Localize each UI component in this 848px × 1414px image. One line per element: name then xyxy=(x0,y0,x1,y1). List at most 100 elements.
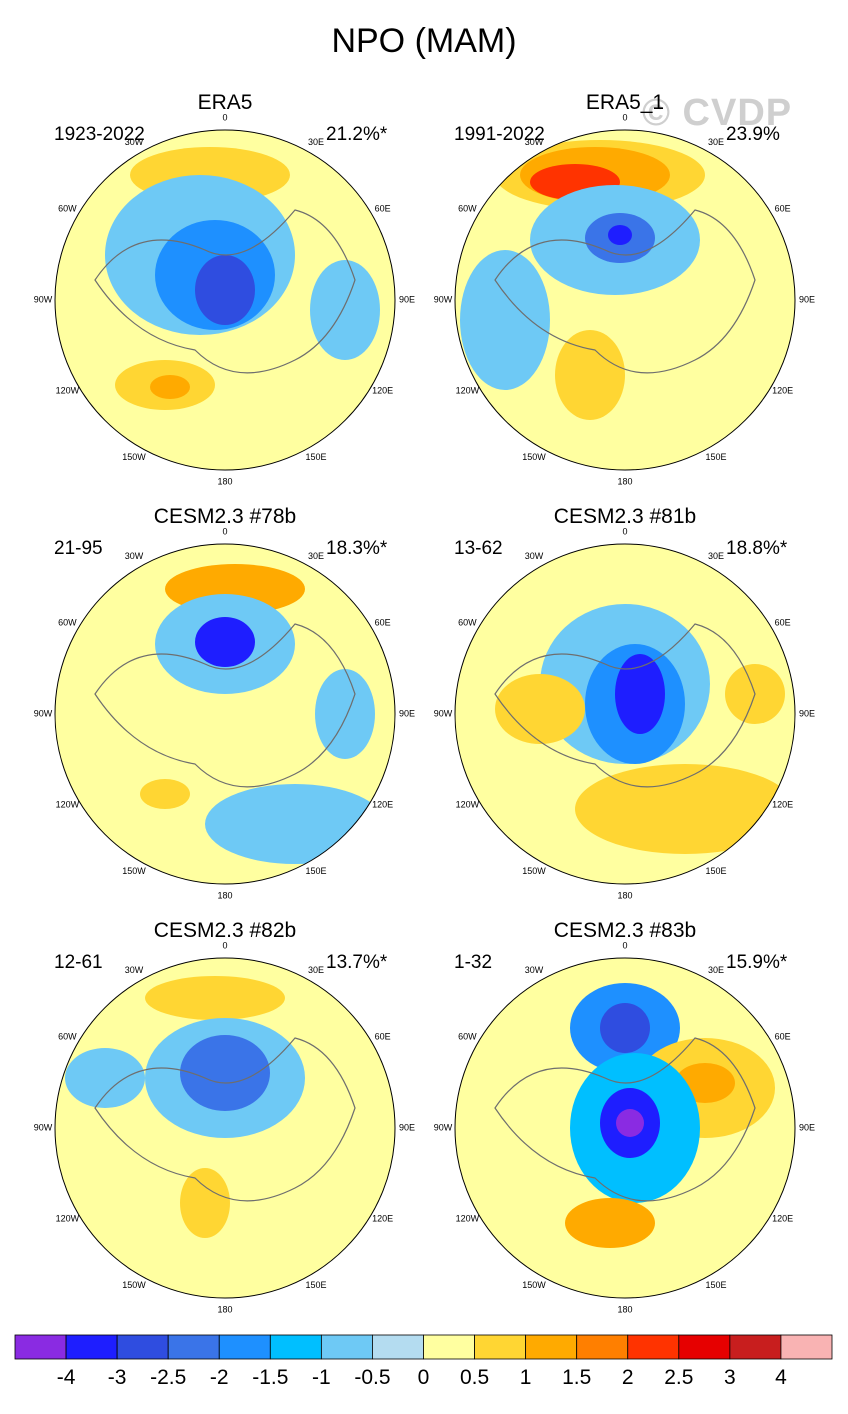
map-panel: ERA5_1 1991-2022 23.9% 180 150E 120E 90E 60E 30E… xyxy=(400,91,824,510)
anomaly-contour xyxy=(600,1003,650,1053)
panel-period: 21-95 xyxy=(54,538,103,559)
map-border xyxy=(454,543,796,885)
lon-label: 180 xyxy=(617,1304,632,1314)
colorbar: -4 -3 -2.5 -2 -1.5 -1 -0.5 0 0.5 1 1.5 2 2.5 3 4 xyxy=(14,1334,833,1389)
lon-label: 120W xyxy=(56,1213,80,1223)
map-border xyxy=(54,129,396,471)
colorbar-box xyxy=(65,1334,118,1360)
colorbar-label: -1.5 xyxy=(252,1366,288,1389)
panel-title: CESM2.3 #83b xyxy=(553,919,697,942)
lon-label: 150E xyxy=(305,866,326,876)
lon-label: 30E xyxy=(708,965,724,975)
lon-label: 30E xyxy=(708,137,724,147)
lon-label: 120E xyxy=(372,385,393,395)
lon-label: 30E xyxy=(308,137,324,147)
lon-label: 90E xyxy=(399,294,415,304)
anomaly-contour xyxy=(195,255,255,325)
lon-label: 90W xyxy=(434,1122,453,1132)
lon-label: 30E xyxy=(708,551,724,561)
lon-label: 90W xyxy=(34,708,53,718)
lon-label: 180 xyxy=(217,890,232,900)
lon-label: 90W xyxy=(34,294,53,304)
colorbar-box xyxy=(14,1334,67,1360)
lon-label: 120E xyxy=(772,1213,793,1223)
lon-label: 0 xyxy=(622,940,627,950)
panel-period: 13-62 xyxy=(454,538,503,559)
lon-label: 30W xyxy=(125,551,144,561)
anomaly-contour xyxy=(575,764,795,854)
coastline xyxy=(94,1037,356,1202)
anomaly-contour xyxy=(150,375,190,399)
colorbar-label: 2 xyxy=(622,1366,634,1389)
colorbar-label: 0.5 xyxy=(460,1366,489,1389)
colorbar-label: 2.5 xyxy=(664,1366,693,1389)
coastline xyxy=(94,209,356,374)
colorbar-box xyxy=(474,1334,527,1360)
colorbar-label: 4 xyxy=(775,1366,787,1389)
colorbar-box xyxy=(423,1334,475,1360)
anomaly-contour xyxy=(615,654,665,734)
panel-variance: 21.2%* xyxy=(326,124,388,145)
colorbar-label: -4 xyxy=(57,1366,76,1389)
lon-label: 180 xyxy=(217,476,232,486)
colorbar-box xyxy=(167,1334,220,1360)
map-panel: CESM2.3 #83b 1-32 15.9%* 180 150E 120E 90E 60E 3… xyxy=(400,919,824,1338)
coastline xyxy=(494,1037,756,1202)
panel-variance: 23.9% xyxy=(726,124,780,145)
colorbar-label: -2.5 xyxy=(150,1366,186,1389)
lon-label: 0 xyxy=(622,112,627,122)
panel-period: 1-32 xyxy=(454,952,493,973)
map-border xyxy=(54,957,396,1299)
lon-label: 30W xyxy=(525,137,544,147)
lon-label: 180 xyxy=(217,1304,232,1314)
lon-label: 60W xyxy=(458,617,477,627)
colorbar-box xyxy=(218,1334,271,1360)
anomaly-contour xyxy=(180,1168,230,1238)
colorbar-label: 3 xyxy=(724,1366,736,1389)
lon-label: 60W xyxy=(458,203,477,213)
map-panel: CESM2.3 #81b 13-62 18.8%* 180 150E 120E 90E 60E… xyxy=(400,505,824,924)
anomaly-contour xyxy=(616,1109,644,1137)
panel-title: CESM2.3 #82b xyxy=(153,919,297,942)
colorbar-box xyxy=(576,1334,629,1360)
panel-variance: 18.8%* xyxy=(726,538,788,559)
panel-variance: 13.7%* xyxy=(326,952,388,973)
lon-label: 60E xyxy=(775,203,791,213)
lon-label: 120E xyxy=(372,799,393,809)
panel-period: 12-61 xyxy=(54,952,103,973)
lon-label: 60E xyxy=(775,617,791,627)
anomaly-contour xyxy=(555,330,625,420)
lon-label: 90E xyxy=(799,294,815,304)
lon-label: 30E xyxy=(308,551,324,561)
anomaly-contour xyxy=(180,1035,270,1111)
map-border xyxy=(454,129,796,471)
colorbar-label: -3 xyxy=(108,1366,127,1389)
polar-map: 180 150E 120E 90E 60E 30E 0 30W 60W 90W 120W 150W xyxy=(34,940,415,1314)
panel-title: ERA5 xyxy=(197,91,253,114)
panel-title: CESM2.3 #78b xyxy=(153,505,297,528)
lon-label: 150E xyxy=(705,452,726,462)
panel-period: 1923-2022 xyxy=(54,124,145,145)
map-panel: CESM2.3 #78b 21-95 18.3%* 180 150E 120E 90E 60E… xyxy=(0,505,424,924)
lon-label: 90W xyxy=(34,1122,53,1132)
lon-label: 120W xyxy=(456,1213,480,1223)
lon-label: 180 xyxy=(617,890,632,900)
lon-label: 90W xyxy=(434,294,453,304)
lon-label: 150E xyxy=(705,866,726,876)
lon-label: 30W xyxy=(125,965,144,975)
colorbar-label: 1 xyxy=(520,1366,532,1389)
lon-label: 0 xyxy=(222,112,227,122)
map-panel: CESM2.3 #82b 12-61 13.7%* 180 150E 120E 90E 60E… xyxy=(0,919,424,1338)
colorbar-label: 1.5 xyxy=(562,1366,591,1389)
colorbar-label: -1 xyxy=(312,1366,331,1389)
lon-label: 0 xyxy=(222,940,227,950)
lon-label: 120W xyxy=(456,799,480,809)
lon-label: 90E xyxy=(399,1122,415,1132)
lon-label: 120E xyxy=(772,385,793,395)
polar-map: 180 150E 120E 90E 60E 30E 0 30W 60W 90W 120W 150W xyxy=(34,526,415,900)
main-title: NPO (MAM) xyxy=(331,22,517,60)
lon-label: 180 xyxy=(617,476,632,486)
colorbar-box xyxy=(320,1334,373,1360)
polar-map: 180 150E 120E 90E 60E 30E 0 30W 60W 90W 120W 150W xyxy=(434,526,815,900)
lon-label: 120E xyxy=(772,799,793,809)
